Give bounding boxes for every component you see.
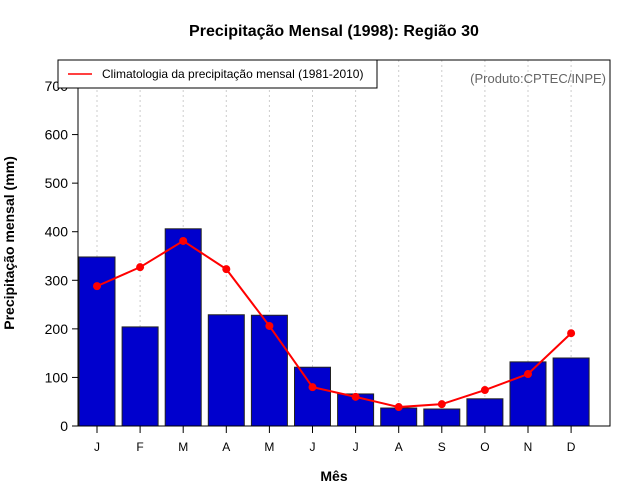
- legend: Climatologia da precipitação mensal (198…: [57, 59, 378, 89]
- x-axis-label: Mês: [320, 468, 347, 484]
- credit-text: (Produto:CPTEC/INPE): [470, 71, 606, 86]
- climatology-point-6: [351, 392, 360, 401]
- climatology-point-4: [265, 321, 274, 330]
- y-tick-label: 400: [45, 224, 69, 240]
- x-tick-label: O: [480, 440, 489, 454]
- climatology-point-10: [524, 370, 532, 379]
- climatology-polyline: [96, 239, 572, 409]
- y-tick-label: 0: [60, 418, 68, 434]
- y-tick-label: 300: [45, 272, 69, 288]
- bar-8: [423, 408, 461, 427]
- x-tick-label: N: [524, 440, 533, 454]
- y-axis-label: Precipitação mensal (mm): [1, 156, 17, 330]
- climatology-point-7: [394, 403, 403, 412]
- chart-title: Precipitação Mensal (1998): Região 30: [189, 23, 479, 40]
- y-tick-label: 200: [45, 321, 69, 337]
- x-tick-label: M: [178, 440, 188, 454]
- climatology-point-11: [567, 329, 576, 338]
- bar-4: [250, 314, 288, 427]
- climatology-point-3: [222, 265, 231, 274]
- x-tick-label: J: [353, 440, 359, 454]
- climatology-point-5: [308, 383, 317, 392]
- bar-9: [466, 398, 504, 427]
- x-tick-label: D: [567, 440, 576, 454]
- y-tick-label: 500: [45, 175, 69, 191]
- climatology-point-1: [136, 263, 145, 272]
- bar-2: [164, 228, 202, 427]
- legend-box: [57, 59, 378, 89]
- bar-5: [294, 366, 331, 427]
- x-tick-label: A: [222, 440, 230, 454]
- legend-label: Climatologia da precipitação mensal (198…: [102, 67, 363, 81]
- x-tick-label: F: [136, 440, 143, 454]
- x-tick-label: J: [94, 440, 100, 454]
- x-tick-label: J: [310, 440, 316, 454]
- x-tick-label: A: [395, 440, 403, 454]
- x-tick-label: S: [438, 440, 446, 454]
- climatology-point-2: [179, 236, 188, 245]
- bar-1: [121, 326, 159, 427]
- bar-3: [207, 314, 245, 427]
- climatology-point-8: [437, 400, 446, 409]
- climatology-line: [93, 236, 576, 412]
- bars: [78, 228, 590, 427]
- x-tick-label: M: [264, 440, 274, 454]
- y-tick-label: 100: [45, 369, 69, 385]
- climatology-point-9: [480, 386, 489, 395]
- bar-11: [552, 357, 590, 427]
- climatology-point-0: [93, 282, 101, 291]
- y-tick-label: 600: [45, 127, 69, 143]
